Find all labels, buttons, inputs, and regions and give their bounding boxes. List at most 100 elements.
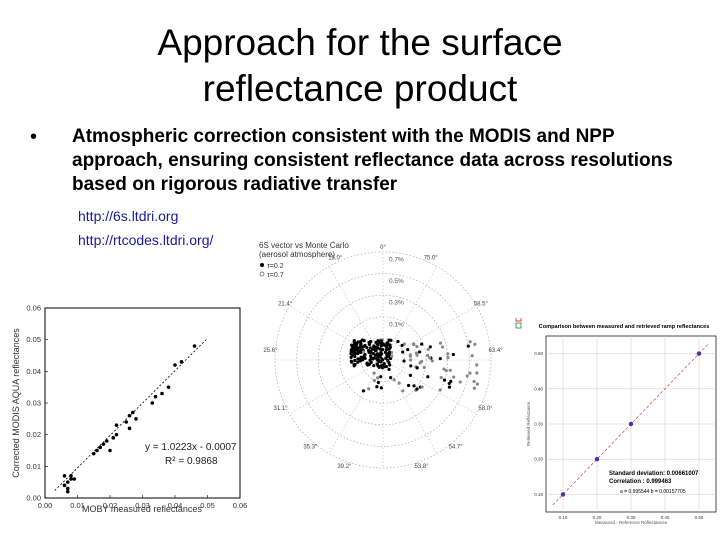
polar-point — [475, 363, 479, 367]
link-6s[interactable]: http://6s.ltdri.org — [78, 208, 179, 224]
polar-point — [465, 374, 469, 378]
polar-angle-label: 58.5° — [474, 302, 489, 308]
chart3-point — [594, 457, 600, 462]
chart2-subtitle: (aerosol atmosphere) — [259, 250, 335, 259]
chart2-legend-2: τ=0.7 — [267, 272, 284, 279]
polar-spoke — [382, 266, 438, 361]
title-line-1: Approach for the surface — [157, 22, 563, 63]
chart3-xtick-label: 0.20 — [593, 515, 602, 520]
chart1-xtick-label: 0.03 — [135, 501, 150, 510]
polar-point — [420, 385, 424, 389]
chart3-ytick-label: 0.20 — [534, 457, 543, 462]
polar-spoke — [382, 359, 477, 415]
polar-point — [470, 354, 474, 358]
polar-point — [438, 356, 442, 361]
polar-point — [359, 355, 363, 359]
polar-point — [452, 375, 456, 379]
polar-point — [412, 384, 416, 388]
chart1-point — [101, 442, 106, 446]
polar-point — [420, 342, 424, 346]
polar-point — [387, 350, 392, 354]
polar-point — [388, 345, 392, 350]
polar-point — [368, 350, 372, 354]
chart1-xtick-label: 0.01 — [70, 501, 85, 510]
polar-point — [417, 350, 422, 354]
polar-angle-label: 39.2° — [337, 464, 352, 470]
polar-point — [353, 358, 357, 363]
polar-angle-label: 75.0° — [424, 256, 439, 262]
chart1-point — [130, 410, 135, 415]
polar-point — [397, 381, 401, 385]
polar-point — [361, 358, 365, 362]
polar-point — [383, 365, 387, 369]
chart1-equation: y = 1.0223x - 0.0007 — [145, 442, 237, 453]
chart1-point — [192, 344, 197, 348]
polar-point — [354, 341, 358, 345]
polar-radial-label: 0.3% — [389, 300, 404, 307]
polar-point — [466, 344, 470, 348]
polar-angle-label: 54.7° — [449, 445, 464, 451]
chart1-point — [62, 474, 67, 478]
polar-point — [358, 345, 362, 349]
chart1-xlabel: MOBY measured reflectances — [82, 504, 202, 514]
legend-marker-tau-02 — [260, 263, 264, 267]
polar-point — [387, 338, 391, 342]
chart1-xtick-label: 0.02 — [103, 501, 118, 510]
polar-point — [407, 383, 411, 388]
polar-point — [451, 352, 455, 357]
polar-spoke — [382, 305, 477, 361]
polar-point — [376, 364, 380, 368]
chart1-ytick-label: 0.06 — [26, 304, 41, 313]
chart1-point — [108, 448, 112, 453]
chart3-ytick-label: 0.10 — [534, 492, 543, 497]
polar-angle-label: 0° — [380, 245, 386, 251]
polar-point — [446, 352, 450, 356]
polar-ring — [274, 251, 492, 469]
chart3-xtick-label: 0.10 — [559, 515, 568, 520]
chart1-point — [69, 474, 73, 478]
polar-point — [376, 339, 380, 343]
polar-point — [375, 385, 379, 389]
chart1-point — [62, 483, 67, 488]
chart1-point — [65, 480, 70, 484]
polar-point — [379, 375, 383, 379]
polar-point — [412, 342, 416, 346]
chart2-title: 6S vector vs Monte Carlo — [259, 241, 349, 250]
polar-point — [396, 339, 400, 344]
polar-spoke — [328, 266, 384, 361]
polar-point — [353, 362, 357, 367]
polar-point — [449, 379, 453, 383]
polar-radial-label: 0.7% — [389, 256, 404, 263]
chart1-point — [134, 417, 138, 421]
chart1-ytick-label: 0.02 — [26, 430, 41, 439]
polar-point — [350, 360, 354, 364]
chart1-point — [173, 363, 177, 367]
polar-point — [428, 356, 432, 360]
polar-point — [376, 376, 380, 380]
polar-spoke — [328, 359, 384, 454]
polar-point — [472, 379, 476, 384]
chart1-ytick-label: 0.01 — [26, 462, 41, 471]
polar-point — [352, 350, 356, 354]
chart3-point — [560, 492, 566, 497]
chart3-point — [696, 351, 702, 356]
polar-point — [420, 359, 424, 364]
chart1-point — [91, 451, 96, 456]
chart3-xtick-label: 0.50 — [695, 515, 704, 520]
polar-spoke — [382, 359, 438, 454]
polar-point — [376, 343, 380, 347]
polar-point — [356, 360, 360, 364]
chart3-correlation: Correlation : 0.999463 — [609, 479, 672, 485]
modis-moby-scatter-chart: 0.00 0.01 0.02 0.03 0.04 0.05 0.06 0.00 0.01 0.02… — [11, 304, 247, 515]
polar-point — [368, 358, 372, 362]
polar-point — [363, 343, 367, 348]
title-line-2: reflectance product — [202, 68, 518, 109]
polar-point — [442, 367, 446, 371]
chart1-point — [124, 420, 129, 424]
link-rtcodes[interactable]: http://rtcodes.ltdri.org/ — [78, 232, 214, 248]
polar-point — [408, 373, 413, 378]
polar-point — [379, 341, 383, 345]
polar-point — [367, 387, 371, 391]
slide-title: Approach for the surface reflectance pro… — [0, 20, 720, 112]
polar-point — [379, 348, 384, 352]
